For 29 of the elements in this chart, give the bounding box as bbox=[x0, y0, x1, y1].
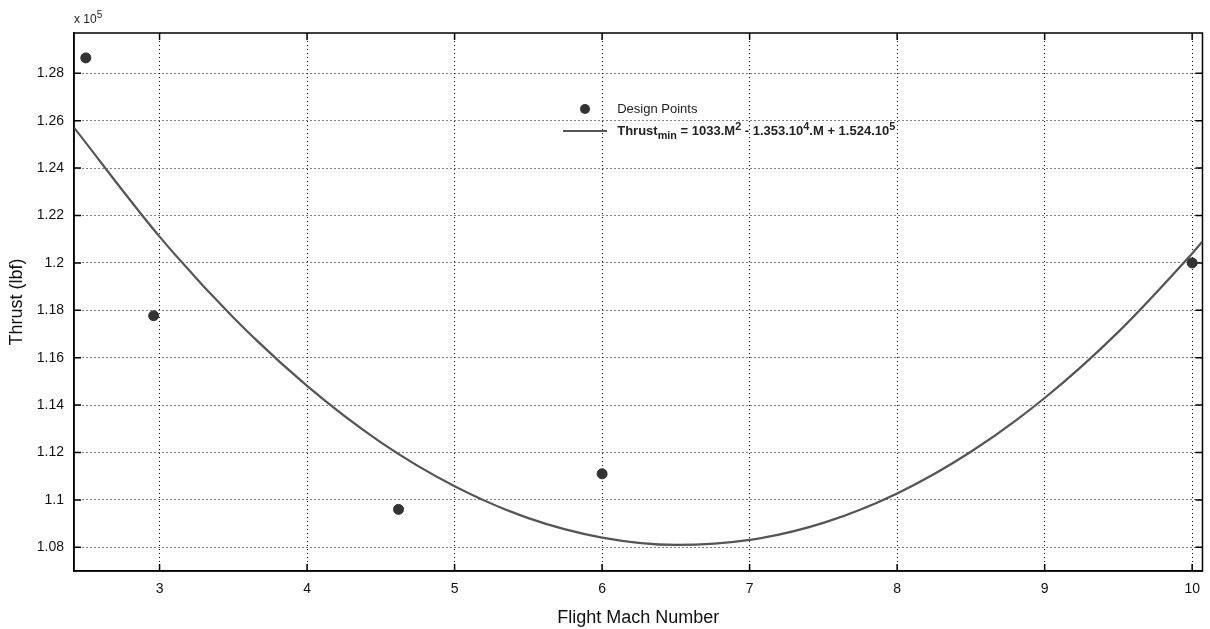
x-tick-label: 3 bbox=[155, 580, 164, 597]
x-tick-label: 9 bbox=[1040, 580, 1049, 597]
x-axis-title: Flight Mach Number bbox=[557, 607, 720, 628]
x-tick-label: 6 bbox=[598, 580, 607, 597]
point bbox=[80, 52, 92, 64]
y-tick-label: 1.28 bbox=[36, 64, 65, 81]
y-tick-label: 1.14 bbox=[36, 395, 65, 412]
y-tick-label: 1.1 bbox=[44, 490, 65, 507]
legend-label: Design Points bbox=[617, 101, 698, 117]
y-tick-label: 1.22 bbox=[36, 206, 65, 223]
x-tick-label: 4 bbox=[303, 580, 312, 597]
y-tick-label: 1.08 bbox=[36, 538, 65, 555]
x-tick-label: 7 bbox=[745, 580, 754, 597]
y-tick-label: 1.18 bbox=[36, 301, 65, 318]
y-tick-label: 1.26 bbox=[36, 111, 65, 128]
y-axis-title: Thrust (lbf) bbox=[5, 258, 26, 346]
point bbox=[1186, 257, 1198, 269]
y-tick-label: 1.16 bbox=[36, 348, 65, 365]
text: x 10$^{5}$ bbox=[74, 9, 103, 26]
point bbox=[148, 310, 160, 322]
x-tick-label: 5 bbox=[450, 580, 459, 597]
x-tick-label: 10 bbox=[1184, 580, 1201, 597]
x-tick-label: 8 bbox=[893, 580, 902, 597]
y-tick-label: 1.24 bbox=[36, 158, 65, 175]
y-tick-label: 1.2 bbox=[44, 253, 65, 270]
y-tick-label: 1.12 bbox=[36, 443, 65, 460]
legend-label: Thrust$_{min}$ = 1033.M$^{2}$ - 1.353.10$^{4}$.M + 1.524.10$^{5}$ bbox=[617, 120, 896, 141]
point bbox=[393, 503, 405, 515]
point bbox=[596, 468, 608, 480]
